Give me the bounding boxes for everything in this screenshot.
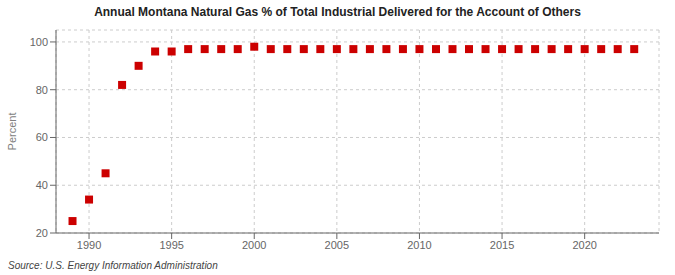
svg-text:40: 40 <box>36 179 48 191</box>
svg-text:100: 100 <box>30 36 48 48</box>
svg-text:1990: 1990 <box>77 239 101 251</box>
svg-text:60: 60 <box>36 131 48 143</box>
svg-text:20: 20 <box>36 227 48 239</box>
svg-text:2000: 2000 <box>242 239 266 251</box>
svg-text:2020: 2020 <box>572 239 596 251</box>
svg-text:80: 80 <box>36 84 48 96</box>
svg-text:2005: 2005 <box>325 239 349 251</box>
svg-text:2010: 2010 <box>407 239 431 251</box>
svg-text:2015: 2015 <box>490 239 514 251</box>
html-text:Source: U.S. Energy Informatio: Source: U.S. Energy Information Administ… <box>8 260 218 271</box>
svg-text:Percent: Percent <box>8 113 18 151</box>
html-text:Annual Montana Natural Gas % o: Annual Montana Natural Gas % of Total In… <box>94 5 581 19</box>
svg-text:1995: 1995 <box>159 239 183 251</box>
